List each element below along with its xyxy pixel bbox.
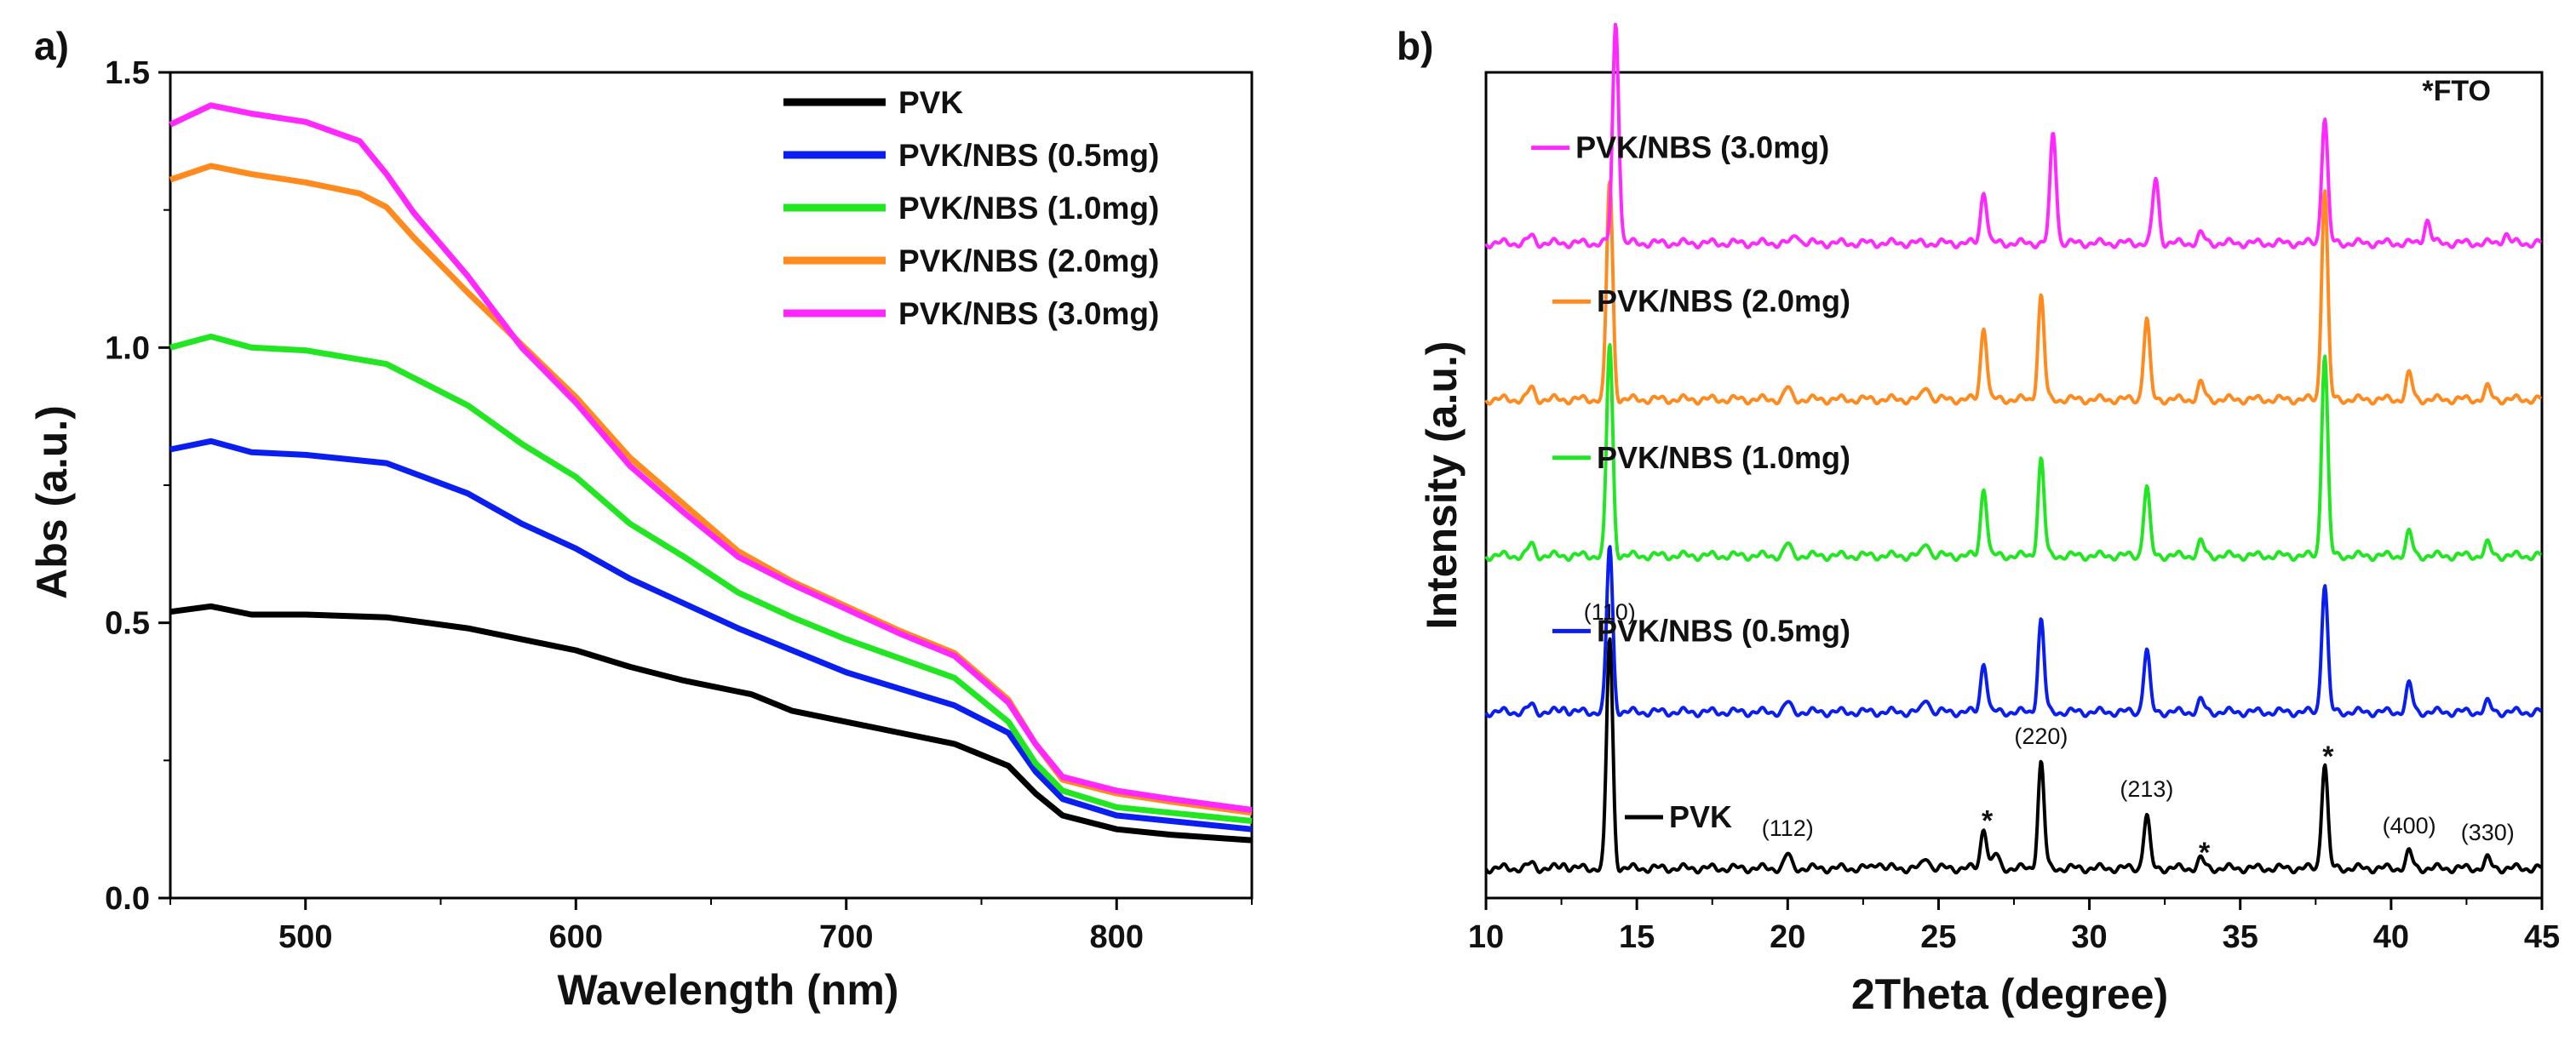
panel-b-xrd-chart: b) 2Theta (degree) Intensity (a.u.) *FTO…: [1397, 22, 2560, 1018]
legend-label-pvk-nbs-0-5mg: PVK/NBS (0.5mg): [898, 138, 1159, 173]
miller-index-label: (112): [1762, 815, 1814, 841]
panel-a-series-line-pvk-nbs-1-0mg: [169, 333, 1253, 824]
panel-b-x-tick-label: 20: [1770, 919, 1805, 955]
miller-index-label: (110): [1584, 599, 1636, 625]
panel-b-x-tick-label: 35: [2223, 919, 2258, 955]
panel-a-y-tick-label: 0.0: [105, 881, 150, 917]
legend-label-pvk: PVK: [898, 85, 963, 120]
panel-a-series-line-pvk-nbs-0-5mg: [169, 438, 1253, 832]
fto-peak-marker: *: [2322, 741, 2334, 773]
panel-b-series-label-pvk-nbs-1-0mg: PVK/NBS (1.0mg): [1597, 440, 1850, 475]
panel-b-series-label-pvk-nbs-0-5mg: PVK/NBS (0.5mg): [1597, 613, 1850, 648]
panel-a-series-line-pvk: [169, 603, 1253, 844]
legend-label-pvk-nbs-1-0mg: PVK/NBS (1.0mg): [898, 191, 1159, 226]
fto-peak-marker: *: [2199, 837, 2211, 869]
fto-note: *FTO: [2422, 75, 2491, 107]
panel-b-series-label-pvk-nbs-2-0mg: PVK/NBS (2.0mg): [1597, 283, 1850, 318]
panel-b-x-tick-label: 15: [1619, 919, 1655, 955]
panel-b-series-label-pvk: PVK: [1669, 799, 1732, 834]
panel-b-pattern-pvk-nbs-3-0mg: [1484, 22, 2543, 249]
panel-b-x-axis-title: 2Theta (degree): [1851, 970, 2168, 1018]
miller-index-label: (220): [2014, 724, 2068, 749]
panel-b-series-label-pvk-nbs-3-0mg: PVK/NBS (3.0mg): [1575, 130, 1829, 165]
panel-a-x-axis-title: Wavelength (nm): [558, 966, 899, 1014]
panel-a-absorbance-chart: a) Wavelength (nm) Abs (a.u.) 500 600 700 8…: [28, 24, 1254, 1014]
panel-a-x-tick-label: 600: [549, 919, 603, 955]
miller-index-label: (213): [2120, 776, 2173, 802]
panel-b-plot-frame: [1484, 71, 2544, 900]
panel-a-x-tick-label: 800: [1090, 919, 1144, 955]
panel-b-pattern-pvk-nbs-1-0mg: [1484, 343, 2543, 563]
panel-b-label: b): [1397, 24, 1433, 68]
miller-index-label: (400): [2383, 813, 2436, 838]
panel-a-label: a): [34, 24, 69, 68]
panel-a-x-tick-label: 500: [278, 919, 332, 955]
panel-a-y-tick-label: 1.0: [105, 330, 150, 366]
panel-b-x-tick-label: 30: [2071, 919, 2107, 955]
fto-peak-marker: *: [1982, 804, 1994, 837]
legend-label-pvk-nbs-2-0mg: PVK/NBS (2.0mg): [898, 243, 1159, 278]
panel-b-pattern-pvk-nbs-0-5mg: [1484, 545, 2543, 718]
panel-b-x-tick-label: 40: [2373, 919, 2409, 955]
panel-b-y-axis-title: Intensity (a.u.): [1418, 341, 1466, 630]
panel-b-x-tick-label: 45: [2524, 919, 2560, 955]
panel-a-y-tick-label: 0.5: [105, 606, 150, 642]
panel-b-pattern-pvk: [1484, 637, 2543, 875]
panel-a-y-axis-title: Abs (a.u.): [28, 405, 76, 599]
panel-a-x-tick-label: 700: [819, 919, 873, 955]
miller-index-label: (330): [2461, 820, 2515, 845]
panel-b-x-tick-label: 10: [1468, 919, 1504, 955]
panel-a-y-tick-label: 1.5: [105, 55, 150, 91]
panel-b-pattern-pvk-nbs-2-0mg: [1484, 180, 2543, 406]
legend-label-pvk-nbs-3-0mg: PVK/NBS (3.0mg): [898, 296, 1159, 331]
panel-b-x-tick-label: 25: [1920, 919, 1956, 955]
panel-a-series-line-pvk-nbs-3-0mg: [169, 102, 1253, 813]
